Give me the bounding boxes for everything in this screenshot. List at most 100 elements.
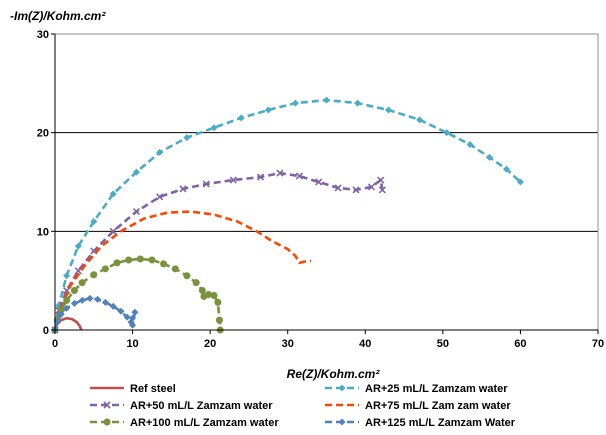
data-point (74, 267, 82, 275)
x-tick-label: 20 (204, 338, 216, 350)
data-point (78, 296, 86, 304)
y-tick-label: 20 (37, 128, 49, 140)
data-point (352, 186, 360, 194)
legend-label: AR+25 mL/L Zamzam water (365, 383, 508, 395)
series-line (53, 98, 522, 331)
x-tick-label: 40 (359, 338, 371, 350)
series-2 (51, 96, 524, 334)
data-point (416, 116, 424, 124)
data-point (378, 186, 386, 194)
data-point (57, 306, 65, 314)
data-point (215, 316, 223, 324)
data-point (113, 259, 121, 267)
data-point (183, 272, 191, 280)
series-4 (53, 210, 311, 331)
x-tick-label: 30 (282, 338, 294, 350)
data-point (323, 96, 330, 104)
data-point (136, 255, 144, 263)
data-point (295, 172, 303, 180)
data-point (210, 124, 218, 132)
data-point (256, 173, 265, 181)
data-point (86, 294, 94, 302)
legend-label: AR+125 mL/L Zamzam Water (365, 417, 516, 429)
data-point (485, 153, 493, 161)
data-point (237, 114, 245, 122)
data-point (53, 318, 61, 326)
data-point (315, 178, 323, 186)
data-point (70, 287, 78, 295)
data-point (334, 184, 342, 192)
data-point (78, 279, 86, 287)
data-point (131, 308, 139, 316)
legend-item: AR+75 mL/L Zam zam water (325, 400, 511, 412)
data-point (70, 299, 78, 307)
data-point (74, 242, 82, 250)
data-point (291, 99, 299, 107)
plot-frame (54, 33, 599, 331)
data-point (354, 99, 362, 107)
axes: 0 10 20 30 0 10 20 30 40 50 60 70 (37, 29, 604, 350)
data-point (443, 129, 451, 137)
data-point (276, 169, 284, 177)
legend-item: AR+125 mL/L Zamzam Water (325, 417, 516, 429)
data-point (192, 279, 200, 287)
data-point (516, 178, 524, 186)
series-5 (51, 255, 224, 334)
data-point (183, 134, 191, 142)
data-point (109, 190, 117, 198)
data-point (63, 304, 71, 312)
legend: Ref steel AR+25 mL/L Zamzam water AR+50 mL… (90, 383, 516, 429)
data-point (156, 193, 164, 201)
data-point (101, 298, 109, 306)
data-point (229, 176, 237, 184)
legend-item: AR+100 mL/L Zamzam water (90, 417, 279, 429)
data-point (63, 296, 71, 304)
data-point (502, 165, 510, 173)
gridlines (55, 33, 598, 232)
data-point (63, 272, 71, 280)
series-6 (51, 294, 139, 334)
data-point (132, 208, 141, 216)
legend-item: AR+50 mL/L Zamzam water (90, 400, 273, 412)
data-point (57, 310, 65, 318)
legend-label: AR+100 mL/L Zamzam water (130, 417, 279, 429)
legend-swatch-marker (338, 418, 346, 426)
data-point (132, 168, 140, 176)
data-point (385, 106, 393, 114)
x-tick-label: 60 (514, 338, 526, 350)
data-point (205, 290, 213, 298)
data-point (90, 271, 98, 279)
data-point (109, 227, 117, 235)
data-point (377, 176, 385, 184)
x-axis-title: Re(Z)/Kohm.cm² (287, 367, 381, 381)
legend-label: Ref steel (130, 383, 176, 395)
y-axis-title: -Im(Z)/Kohm.cm² (10, 9, 106, 23)
legend-item: Ref steel (90, 383, 176, 395)
legend-swatch-marker (103, 401, 111, 409)
data-point (94, 295, 102, 303)
legend-swatch-marker (103, 418, 111, 426)
y-tick-label: 10 (37, 226, 49, 238)
data-point (179, 185, 187, 193)
plot-series (51, 96, 524, 334)
data-point (160, 260, 168, 268)
data-point (367, 183, 376, 191)
data-point (210, 291, 218, 299)
data-point (198, 287, 206, 295)
y-tick-label: 0 (43, 325, 49, 337)
data-point (171, 265, 179, 273)
data-point (264, 106, 272, 114)
series-line (53, 210, 311, 331)
data-point (129, 314, 137, 322)
data-point (101, 265, 109, 273)
x-tick-label: 50 (437, 338, 449, 350)
data-point (109, 302, 117, 310)
legend-swatch-marker (338, 384, 346, 392)
data-point (214, 298, 222, 306)
data-point (466, 141, 474, 149)
legend-label: AR+75 mL/L Zam zam water (365, 400, 511, 412)
data-point (156, 148, 164, 156)
x-tick-label: 10 (126, 338, 138, 350)
data-point (202, 180, 210, 188)
